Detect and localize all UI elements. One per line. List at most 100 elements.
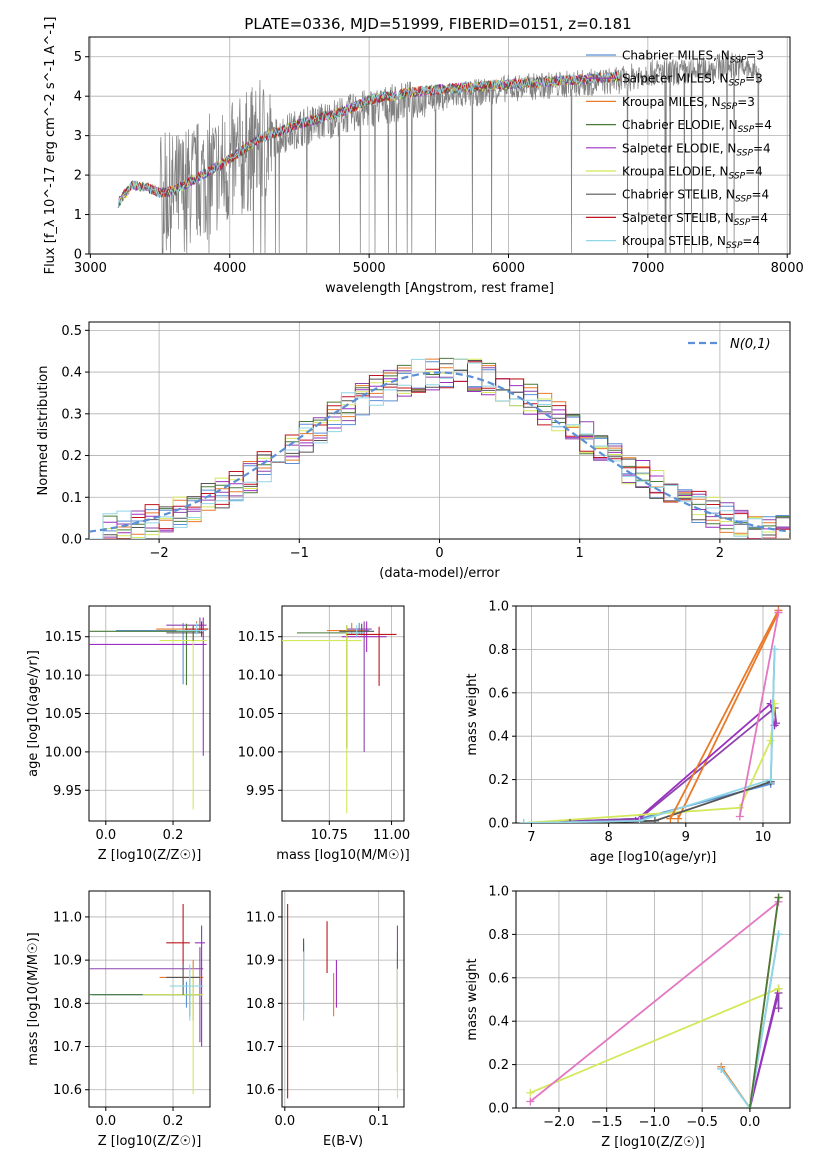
y-tick-label: 10.00: [45, 745, 82, 760]
data-point: [346, 621, 372, 752]
y-tick-label: 10.00: [238, 745, 275, 760]
plus-marker: [774, 608, 783, 617]
x-tick-label: 0.0: [95, 828, 116, 843]
y-tick-label: 10.6: [53, 1083, 82, 1098]
y-axis-label: age [log10(age/yr)]: [26, 650, 41, 777]
y-tick-label: 9.95: [246, 784, 275, 799]
mass-weight-line: [749, 897, 780, 1108]
y-tick-label: 1.0: [488, 885, 509, 900]
y-tick-label: 0.2: [61, 449, 82, 464]
mass-weight-line: [677, 612, 780, 820]
x-tick-label: 7000: [631, 261, 664, 276]
y-tick-label: 2: [74, 169, 82, 184]
x-tick-label: 8: [604, 830, 612, 845]
y-tick-label: 0.4: [61, 366, 82, 381]
model-spectrum-line: [117, 71, 621, 208]
axes-frame: [88, 36, 791, 255]
y-tick-label: 0.8: [488, 928, 509, 943]
plus-marker: [766, 775, 775, 784]
x-tick-label: 0.2: [163, 828, 184, 843]
data-point: [166, 903, 190, 965]
data-point: [346, 626, 397, 686]
plus-marker: [717, 1064, 726, 1073]
x-tick-label: 2: [716, 546, 724, 561]
plus-marker: [774, 984, 783, 993]
x-tick-label: −1.5: [591, 1115, 623, 1130]
x-tick-label: 0.0: [274, 1114, 295, 1129]
axes-frame: [281, 890, 405, 1108]
y-tick-label: 10.7: [246, 1040, 275, 1055]
y-tick-label: 10.05: [45, 707, 82, 722]
y-tick-label: 4: [74, 90, 82, 105]
mass-weight-plot-area: [526, 893, 783, 1108]
plus-marker: [766, 736, 775, 745]
data-point: [166, 625, 204, 641]
data-point: [89, 617, 207, 756]
spectrum-plot-area: [117, 52, 760, 254]
residual-histogram: [89, 361, 790, 539]
legend-label: Kroupa STELIB, NSSP=4: [622, 234, 760, 251]
x-axis-label: Z [log10(Z/Z☉)]: [98, 848, 202, 863]
y-axis-label: Normed distribution: [36, 366, 51, 496]
y-tick-label: 0.0: [488, 817, 509, 832]
errorbar-plot-area: [287, 903, 398, 1099]
axes-frame: [88, 890, 211, 1108]
mass-weight-line: [529, 901, 780, 1103]
plus-marker: [674, 814, 683, 823]
x-tick-label: −2.0: [543, 1115, 575, 1130]
legend-label: Kroupa ELODIE, NSSP=4: [622, 165, 763, 182]
x-tick-label: 0: [435, 546, 443, 561]
plus-marker: [666, 814, 675, 823]
x-tick-label: 4000: [213, 261, 246, 276]
plus-marker: [770, 699, 779, 708]
y-tick-label: 0.1: [61, 491, 82, 506]
y-tick-label: 10.9: [246, 954, 275, 969]
x-tick-label: 3000: [74, 261, 107, 276]
gaussian-curve: [89, 371, 790, 533]
x-axis-label: (data-model)/error: [379, 566, 500, 581]
plus-marker: [650, 816, 659, 823]
y-axis-label: Flux [f_λ 10^-17 erg cm^-2 s^-1 A^-1]: [43, 17, 58, 275]
x-tick-label: 9: [682, 830, 690, 845]
plus-marker: [526, 1088, 535, 1097]
y-axis-label: mass weight: [465, 958, 480, 1040]
legend-label: Kroupa MILES, NSSP=3: [622, 95, 755, 112]
axes-frame: [515, 605, 791, 824]
y-tick-label: 10.05: [238, 707, 275, 722]
y-tick-label: 0.8: [488, 643, 509, 658]
x-tick-label: −1: [290, 546, 309, 561]
y-axis-label: mass [log10(M/M☉)]: [26, 932, 41, 1065]
y-tick-label: 10.9: [53, 954, 82, 969]
plus-marker: [635, 816, 644, 823]
x-axis-label: wavelength [Angstrom, rest frame]: [325, 281, 554, 296]
y-tick-label: 0.4: [488, 1015, 509, 1030]
panel-mass_weight_vs_age: 7 8 9 10 0.0 0.2 0.4 0.6 0.8 1.0 age [log10(age/yr…: [465, 600, 791, 865]
mass-weight-plot-area: [519, 606, 783, 823]
plus-marker: [774, 1004, 783, 1013]
y-tick-label: 3: [74, 129, 82, 144]
y-axis-label: mass weight: [465, 673, 480, 755]
y-tick-label: 0.2: [488, 773, 509, 788]
plus-marker: [526, 1097, 535, 1106]
plus-marker: [774, 893, 783, 902]
x-tick-label: 0.0: [95, 1114, 116, 1129]
figure-title: PLATE=0336, MJD=51999, FIBERID=0151, z=0…: [244, 15, 631, 33]
axes-frame: [515, 890, 791, 1109]
panel-mass_weight_vs_Z: −2.0 −1.5 −1.0 −0.5 0.0 0.0 0.2 0.4 0.6 0.8 1.0 Z […: [465, 885, 791, 1150]
y-tick-label: 11.0: [246, 910, 275, 925]
y-tick-label: 0.6: [488, 971, 509, 986]
spectrum-legend: Chabrier MILES, NSSP=3 Salpeter MILES, NS…: [586, 49, 772, 251]
y-tick-label: 0.5: [61, 324, 82, 339]
panel-mass_vs_Z: 0.0 0.2 10.6 10.7 10.8 10.9 11.0 Z [log10(Z/Z☉)…: [26, 890, 211, 1149]
data-point: [142, 968, 204, 1095]
mass-weight-line: [523, 701, 776, 823]
y-tick-label: 10.10: [238, 669, 275, 684]
y-tick-label: 0: [74, 248, 82, 263]
residual-histogram: [89, 358, 790, 539]
panel-residuals: −2 −1 0 1 2 0.0 0.1 0.2 0.3 0.4 0.5 (data-model)/er…: [36, 321, 791, 581]
panel-mass_vs_EBV: 0.0 0.1 10.6 10.7 10.8 10.9 11.0 E(B-V): [246, 890, 405, 1149]
data-point: [166, 964, 200, 995]
y-tick-label: 10.7: [53, 1040, 82, 1055]
mass-weight-line: [529, 987, 779, 1094]
